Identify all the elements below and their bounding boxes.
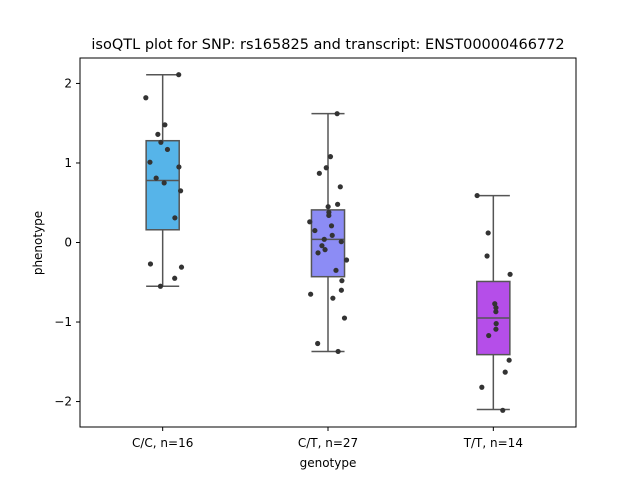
y-tick-label: 2 [64, 76, 72, 90]
x-tick-label: T/T, n=14 [463, 436, 523, 450]
y-tick-label: 1 [64, 156, 72, 170]
data-point [316, 170, 322, 176]
data-point [343, 257, 350, 263]
plot-frame [79, 57, 577, 428]
points-group [143, 72, 185, 289]
data-point [312, 227, 318, 234]
data-point [506, 357, 512, 363]
data-point [157, 283, 164, 289]
box-group [145, 73, 180, 287]
data-point [161, 180, 167, 186]
box-group [310, 112, 346, 353]
data-point [474, 192, 480, 199]
data-point [162, 122, 168, 128]
data-point [507, 271, 513, 277]
data-point [484, 253, 490, 259]
data-point [339, 278, 345, 284]
data-point [172, 215, 178, 221]
data-point [325, 204, 331, 210]
y-tick-label: −1 [54, 315, 72, 329]
data-point [177, 188, 184, 194]
data-point [327, 154, 334, 160]
data-point [492, 301, 498, 307]
data-point [337, 184, 343, 190]
x-axis: C/C, n=16 C/T, n=27 T/T, n=14 [132, 427, 523, 450]
y-axis-label: phenotype [31, 211, 45, 275]
data-point [341, 315, 348, 321]
data-point [333, 267, 339, 273]
data-point [176, 72, 182, 78]
data-point [500, 407, 506, 413]
data-point [308, 291, 314, 297]
points-group [474, 192, 513, 413]
data-point [502, 369, 508, 375]
data-point [334, 111, 340, 117]
data-point [493, 326, 499, 332]
data-point [493, 305, 499, 311]
data-point [178, 264, 185, 270]
data-point [143, 95, 149, 101]
x-tick-label: C/T, n=27 [298, 436, 358, 450]
data-point [155, 131, 161, 137]
y-axis: 2 1 0 −1 −2 [54, 76, 80, 409]
box-iqr [145, 139, 180, 231]
plot-area [143, 72, 513, 413]
data-point [485, 230, 491, 236]
data-point [319, 243, 325, 249]
data-point [335, 201, 341, 207]
data-point [164, 146, 171, 153]
data-point [315, 340, 321, 347]
data-point [328, 223, 335, 229]
data-point [330, 295, 336, 301]
data-point [322, 247, 328, 253]
chart-title: isoQTL plot for SNP: rs165825 and transc… [91, 37, 564, 53]
y-tick-label: 0 [64, 236, 72, 250]
y-tick-label: −2 [54, 395, 72, 409]
data-point [321, 236, 327, 242]
points-group [307, 111, 350, 355]
data-point [315, 250, 321, 256]
data-point [335, 348, 341, 355]
data-point [158, 139, 164, 145]
data-point [493, 309, 499, 315]
data-point [147, 159, 153, 165]
x-axis-label: genotype [300, 456, 357, 470]
data-point [307, 219, 313, 225]
data-point [172, 275, 178, 281]
x-tick-label: C/C, n=16 [132, 436, 193, 450]
data-point [479, 384, 485, 390]
data-point [176, 164, 182, 170]
data-point [338, 287, 344, 293]
data-point [338, 239, 344, 245]
data-point [486, 332, 492, 339]
data-point [147, 261, 154, 267]
data-point [326, 212, 332, 219]
data-point [329, 232, 335, 238]
data-point [493, 321, 499, 327]
box-group [476, 194, 511, 411]
data-point [323, 165, 329, 171]
data-point [153, 175, 159, 181]
